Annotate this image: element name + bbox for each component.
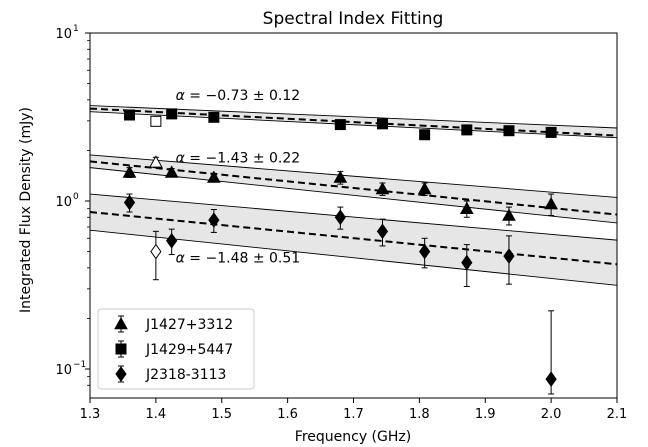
data-point-square-1-9 [545,126,557,138]
x-tick-label-6: 1.9 [475,407,496,422]
data-point-square-1-2 [166,108,178,120]
alpha-annotation-1: α = −1.43 ± 0.22 [176,150,301,166]
data-point-triangle-0-0 [122,165,137,178]
data-point-diamond-2-2 [166,232,178,249]
data-point-triangle-0-4 [333,170,348,183]
data-point-triangle-0-1 [149,155,163,168]
data-point-square-1-4 [334,119,346,131]
y-axis-label: Integrated Flux Density (mJy) [18,107,34,313]
alpha-annotation-prefix-1: α = [176,150,206,166]
data-point-diamond-2-9 [545,371,557,388]
fit-band-lower-2 [90,229,617,286]
data-point-diamond-2-7 [461,254,473,271]
data-point-diamond-2-8 [503,248,515,264]
data-point-diamond-2-0 [123,194,136,211]
data-point-square-1-6 [419,129,431,141]
x-tick-label-5: 1.8 [409,407,430,422]
legend-label-2: J2318-3113 [145,367,226,383]
x-tick-label-1: 1.4 [146,407,167,422]
x-tick-label-0: 1.3 [80,407,101,422]
data-point-diamond-2-4 [334,209,346,226]
data-point-diamond-2-1 [150,243,162,260]
data-point-square-1-1 [150,115,162,127]
x-tick-label-3: 1.6 [277,407,298,422]
data-point-triangle-0-8 [502,208,516,221]
fit-band-upper-0 [90,105,617,129]
alpha-annotation-0: α = −0.73 ± 0.12 [176,88,301,104]
fit-band-lower-0 [90,111,617,139]
chart-title: Spectral Index Fitting [263,9,444,29]
fit-line-1 [90,160,617,216]
x-tick-label-2: 1.5 [211,407,232,422]
alpha-annotation-prefix-0: α = [176,88,206,104]
data-point-square-1-5 [376,118,388,130]
fit-line-2 [90,211,617,266]
alpha-annotation-value-2: −1.48 ± 0.51 [205,251,300,267]
x-tick-label-8: 2.1 [607,407,628,422]
data-point-diamond-2-6 [419,243,431,260]
fit-band-0 [90,105,617,138]
fit-band-2 [90,194,617,286]
x-tick-label-7: 2.0 [541,407,562,422]
x-tick-label-4: 1.7 [343,407,364,422]
data-point-triangle-0-5 [375,181,390,195]
y-tick-exponent-1: 0 [73,192,79,202]
legend-marker-triangle [114,316,128,330]
alpha-annotation-prefix-2: α = [176,251,206,267]
data-point-triangle-0-6 [417,181,432,195]
fit-band-upper-2 [90,193,617,241]
data-point-square-1-0 [124,109,136,121]
y-tick-label-2: 10 [55,363,72,378]
y-tick-label-0: 10 [55,27,72,42]
legend-box [97,308,255,390]
legend-label-0: J1427+3312 [145,317,233,333]
data-point-square-1-3 [208,111,220,123]
alpha-annotation-value-0: −0.73 ± 0.12 [205,88,300,104]
data-point-triangle-0-9 [544,196,558,210]
data-point-triangle-0-2 [164,165,179,178]
data-point-square-1-8 [503,125,515,137]
y-tick-exponent-2: −1 [73,360,86,370]
data-point-triangle-0-7 [459,201,474,214]
data-point-diamond-2-5 [376,223,389,240]
fit-band-upper-1 [90,154,617,198]
legend-marker-diamond [115,366,127,382]
plot-area: α = −0.73 ± 0.12α = −1.43 ± 0.22α = −1.4… [55,24,627,422]
data-point-square-1-7 [461,124,473,136]
data-point-triangle-0-3 [206,170,221,183]
x-axis-label: Frequency (GHz) [295,429,411,445]
legend-marker-square [115,343,127,355]
plot-content [90,105,617,395]
alpha-annotation-2: α = −1.48 ± 0.51 [176,251,301,267]
legend-label-1: J1429+5447 [145,342,233,358]
y-tick-label-1: 10 [55,195,72,210]
alpha-annotation-value-1: −1.43 ± 0.22 [205,150,300,166]
data-point-diamond-2-3 [208,212,220,228]
y-tick-exponent-0: 1 [73,24,79,34]
